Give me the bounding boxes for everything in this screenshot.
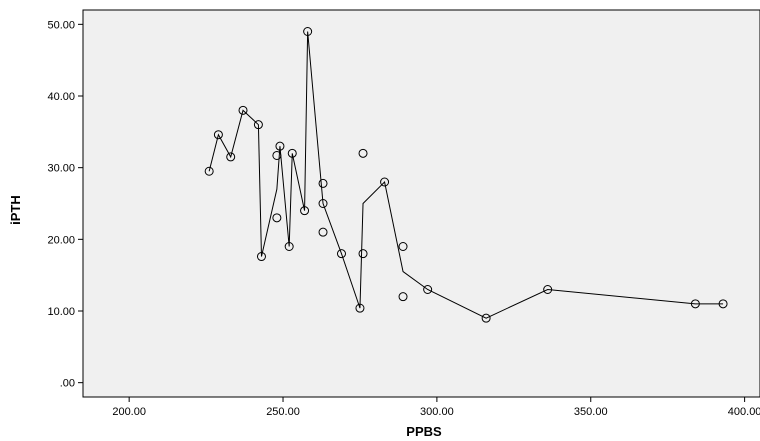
data-point: [253, 120, 263, 130]
data-point: [275, 141, 285, 151]
data-point: [318, 178, 328, 188]
plot-area: [82, 9, 760, 398]
data-point: [272, 213, 282, 223]
data-point: [358, 148, 368, 158]
data-point: [398, 242, 408, 251]
axis-ticks: .00 10.00 20.00 30.00 40.00 50.00 200.00 250.00…: [47, 19, 760, 418]
data-point: [303, 27, 313, 36]
y-tick-label: 30.00: [47, 163, 75, 175]
fit-line: [208, 31, 724, 319]
data-point: [204, 166, 214, 176]
x-tick-label: 400.00: [728, 406, 760, 418]
y-tick-label: 20.00: [47, 234, 75, 246]
y-tick-label: 50.00: [47, 19, 75, 31]
point-layer: [204, 27, 728, 323]
data-point: [256, 252, 266, 262]
data-point: [690, 299, 700, 309]
data-point: [423, 285, 433, 294]
x-tick-label: 200.00: [112, 406, 146, 418]
data-point: [318, 227, 328, 237]
y-axis-title: iPTH: [8, 195, 23, 225]
data-point: [380, 177, 390, 187]
data-point: [358, 249, 368, 259]
data-point: [718, 299, 728, 309]
y-tick-label: 10.00: [47, 306, 75, 318]
x-tick-label: 300.00: [420, 406, 454, 418]
data-point: [238, 105, 248, 115]
data-point: [481, 313, 491, 323]
data-point: [272, 150, 282, 160]
data-point: [300, 206, 310, 216]
data-point: [355, 303, 365, 313]
data-point: [336, 249, 346, 259]
data-point: [213, 130, 223, 140]
data-point: [543, 285, 553, 294]
x-tick-label: 250.00: [266, 406, 300, 418]
data-point: [284, 242, 294, 251]
data-point: [287, 148, 297, 158]
data-point: [318, 199, 328, 208]
x-tick-label: 350.00: [574, 406, 608, 418]
y-tick-label: .00: [60, 378, 75, 390]
x-axis-title: PPBS: [406, 424, 442, 439]
y-tick-label: 40.00: [47, 91, 75, 103]
data-point: [398, 292, 408, 302]
data-point: [226, 152, 236, 162]
line-layer: [208, 31, 724, 319]
